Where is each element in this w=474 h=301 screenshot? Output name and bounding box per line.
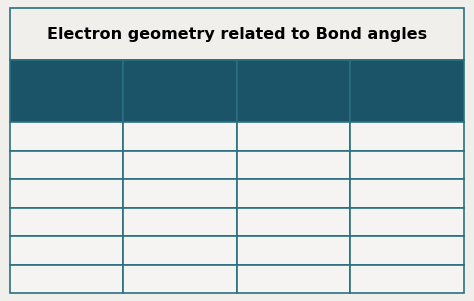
Bar: [237, 150, 350, 179]
Bar: [124, 207, 237, 236]
Bar: [350, 236, 464, 265]
Bar: [237, 179, 350, 207]
Text: Electron geometry related to Bond angles: Electron geometry related to Bond angles: [47, 26, 427, 42]
Bar: [124, 236, 237, 265]
Bar: [237, 265, 350, 293]
Bar: [350, 207, 464, 236]
Bar: [10, 122, 124, 150]
Bar: [350, 60, 464, 122]
Bar: [10, 265, 124, 293]
Bar: [10, 179, 124, 207]
Bar: [10, 150, 124, 179]
Bar: [237, 122, 350, 150]
Bar: [124, 179, 237, 207]
Bar: [10, 207, 124, 236]
Bar: [124, 265, 237, 293]
Bar: [350, 150, 464, 179]
Bar: [350, 265, 464, 293]
Bar: [350, 122, 464, 150]
Bar: [124, 60, 237, 122]
Bar: [237, 236, 350, 265]
Bar: [124, 150, 237, 179]
Bar: [124, 122, 237, 150]
Bar: [10, 60, 124, 122]
Bar: [10, 8, 464, 60]
Bar: [237, 60, 350, 122]
Bar: [350, 179, 464, 207]
Bar: [10, 236, 124, 265]
Bar: [237, 207, 350, 236]
